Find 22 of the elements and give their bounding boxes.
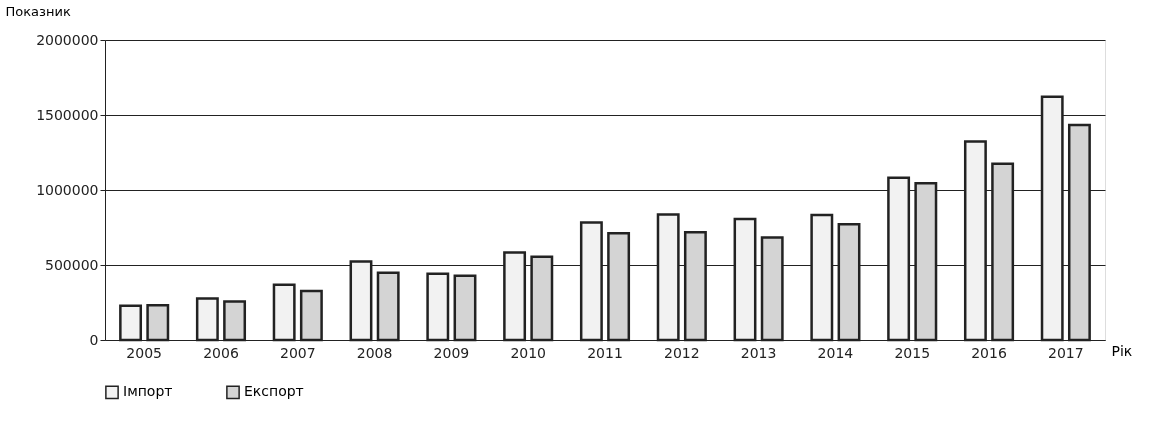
y-axis-title: Показник [5, 3, 71, 19]
x-tick-label: 2011 [587, 344, 623, 361]
x-tick-label: 2016 [971, 344, 1007, 361]
x-tick-label: 2010 [510, 344, 547, 361]
x-tick-label: 2017 [1048, 344, 1084, 361]
x-tick-label: 2007 [279, 344, 316, 361]
y-tick-label: 1500000 [36, 106, 99, 123]
x-tick-label: 2008 [356, 344, 393, 361]
x-tick-label: 2005 [126, 344, 162, 361]
legend-label: Експорт [244, 383, 304, 400]
x-tick-label: 2013 [740, 344, 777, 361]
y-tick-label: 2000000 [36, 31, 99, 48]
x-tick-label: 2015 [894, 344, 931, 361]
legend-label: Імпорт [123, 383, 173, 400]
x-tick-label: 2009 [433, 344, 470, 361]
y-tick-label: 1000000 [36, 181, 99, 198]
x-tick-label: 2006 [203, 344, 239, 361]
x-tick-label: 2012 [663, 344, 700, 361]
y-tick-label: 0 [89, 331, 99, 348]
x-axis-title: Рік [1111, 342, 1133, 359]
y-tick-label: 500000 [45, 256, 99, 273]
x-tick-label: 2014 [817, 344, 854, 361]
